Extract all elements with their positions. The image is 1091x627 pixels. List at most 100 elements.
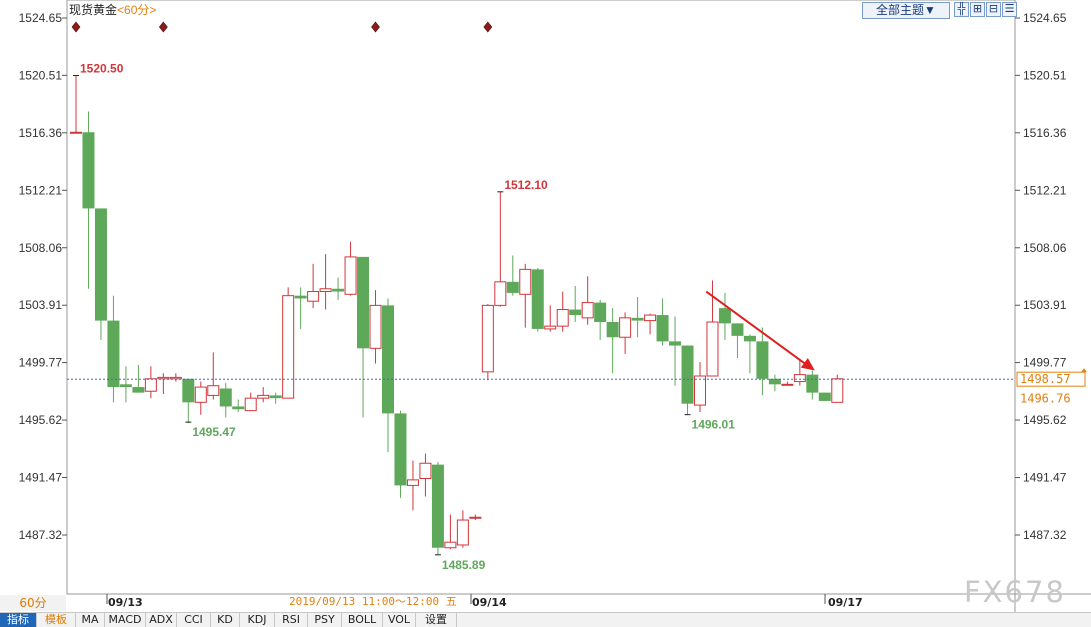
tab-ma[interactable]: MA xyxy=(76,613,105,627)
candle xyxy=(82,111,95,289)
candle xyxy=(132,364,145,393)
candle xyxy=(631,297,644,338)
candle-body xyxy=(182,378,195,403)
candle-body xyxy=(169,376,182,380)
candle xyxy=(718,292,731,340)
candle xyxy=(831,374,844,403)
tab-settings[interactable]: 设置 xyxy=(416,613,457,627)
candle-body xyxy=(382,305,394,414)
y-tick-label-right: 1495.62 xyxy=(1023,413,1067,427)
zoom-out-icon[interactable]: ⊟ xyxy=(986,2,1001,17)
theme-select-button[interactable]: 全部主题▼ xyxy=(862,2,950,19)
candle xyxy=(781,381,794,386)
period-selector[interactable]: 60分 xyxy=(0,595,66,611)
high-price-label: 1520.50 xyxy=(80,61,124,75)
candles xyxy=(70,75,844,555)
candle xyxy=(94,208,107,340)
candle-body xyxy=(644,314,657,322)
candle xyxy=(119,366,132,403)
candle-body xyxy=(444,541,457,549)
tab-boll[interactable]: BOLL xyxy=(342,613,383,627)
y-tick-label-left: 1499.77 xyxy=(19,356,63,370)
candle-body xyxy=(207,385,220,396)
candle xyxy=(357,256,370,418)
candle xyxy=(294,287,307,329)
tab-macd[interactable]: MACD xyxy=(105,613,146,627)
candle xyxy=(70,75,82,134)
candle xyxy=(681,345,694,415)
candle xyxy=(319,254,332,310)
event-marker-icon xyxy=(371,21,380,33)
candle xyxy=(431,461,444,555)
candle-body xyxy=(718,308,731,324)
low-price-label: 1485.89 xyxy=(442,558,486,572)
y-tick-label-left: 1516.36 xyxy=(19,126,63,140)
candle-body xyxy=(481,304,494,373)
candle-body xyxy=(694,375,706,406)
tab-indicators[interactable]: 指标 xyxy=(0,613,37,627)
tab-templates[interactable]: 模板 xyxy=(37,613,76,627)
candle-body xyxy=(107,320,120,388)
candle xyxy=(556,291,569,332)
event-marker-icon xyxy=(158,21,168,33)
candle xyxy=(444,514,457,550)
candle xyxy=(307,263,320,309)
candle xyxy=(244,392,257,412)
candle xyxy=(257,387,270,403)
price-annotations: 1520.50 1495.47 1485.89 1512.10 1496.01 xyxy=(73,61,735,572)
zoom-in-icon[interactable]: ⊞ xyxy=(970,2,985,17)
low-price-label: 1495.47 xyxy=(192,425,236,439)
candle xyxy=(619,312,632,354)
date-axis: 09/13 09/14 09/17 2019/09/13 11:00～12:00… xyxy=(106,594,863,609)
candle xyxy=(207,352,220,400)
candle-body xyxy=(506,281,519,293)
tab-cci[interactable]: CCI xyxy=(177,613,211,627)
tab-psy[interactable]: PSY xyxy=(308,613,342,627)
tab-vol[interactable]: VOL xyxy=(383,613,416,627)
candle-body xyxy=(669,341,682,346)
candle xyxy=(406,460,419,511)
tab-rsi[interactable]: RSI xyxy=(275,613,308,627)
y-tick-label-right: 1524.65 xyxy=(1023,11,1067,25)
y-tick-label-right: 1491.47 xyxy=(1023,471,1067,485)
tab-adx[interactable]: ADX xyxy=(146,613,177,627)
chart-title: 现货黄金<60分> xyxy=(69,1,156,18)
candle-body xyxy=(294,295,307,299)
candle-body xyxy=(581,302,594,319)
candle xyxy=(344,241,357,296)
crosshair-icon[interactable]: ╬ xyxy=(954,2,969,17)
candle xyxy=(644,313,657,335)
candle-body xyxy=(619,317,632,338)
candle-body xyxy=(419,462,432,479)
price-up-icon xyxy=(1081,368,1087,373)
candle xyxy=(519,263,532,328)
candle xyxy=(731,323,744,359)
candle xyxy=(594,299,607,340)
candle-body xyxy=(781,383,794,386)
candle xyxy=(756,327,769,396)
candle xyxy=(394,410,407,498)
candle-body xyxy=(556,309,569,327)
candle-body xyxy=(282,295,295,399)
candle-body xyxy=(357,256,370,349)
current-price-label: 1498.57 xyxy=(1020,372,1071,386)
candle-body xyxy=(406,479,419,486)
candle xyxy=(369,290,382,364)
candle-body xyxy=(706,321,719,377)
candle xyxy=(669,316,682,386)
menu-icon[interactable]: ☰ xyxy=(1002,2,1017,17)
candle-body xyxy=(319,288,332,293)
candle xyxy=(694,362,706,413)
candle-body xyxy=(431,464,444,548)
candle xyxy=(182,378,195,424)
candle-body xyxy=(456,519,469,546)
tab-kd[interactable]: KD xyxy=(211,613,240,627)
y-axis-ticks: 1524.65 1524.65 1520.51 1520.51 1516.36 1516.… xyxy=(19,11,1067,542)
event-markers xyxy=(71,21,493,33)
candle-body xyxy=(144,378,157,392)
candle-body xyxy=(806,374,819,393)
tab-kdj[interactable]: KDJ xyxy=(240,613,275,627)
y-tick-label-right: 1508.06 xyxy=(1023,241,1067,255)
candle xyxy=(232,399,245,413)
candle-body xyxy=(731,323,744,336)
